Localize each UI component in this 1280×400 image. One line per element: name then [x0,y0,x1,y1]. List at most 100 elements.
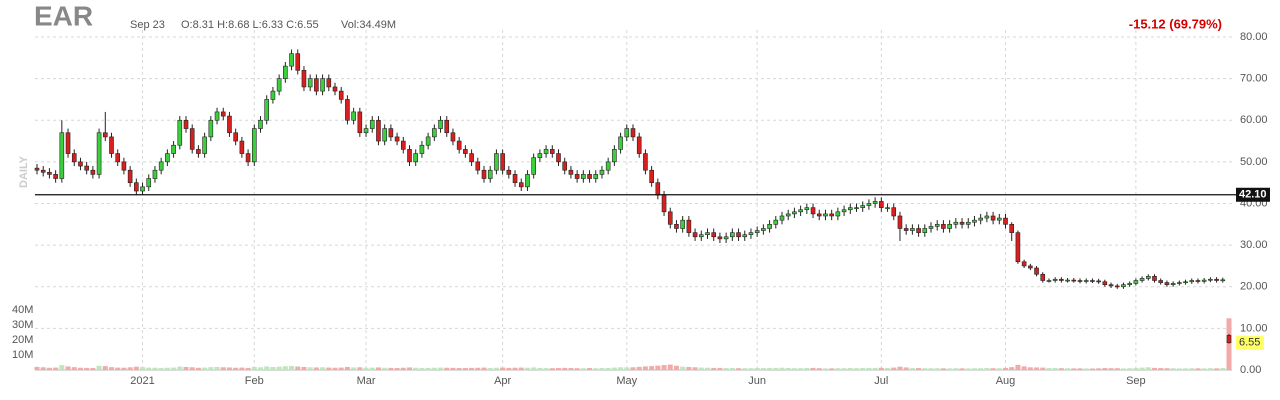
volume-tick-label: 10M [12,349,33,361]
candle-body [754,230,760,233]
volume-bar [438,367,444,370]
volume-bar [990,368,996,370]
volume-bar [599,368,605,370]
candle-body [270,90,276,100]
volume-tick-label: 40M [12,304,33,316]
candle-body [984,215,990,219]
candle-body [121,161,127,171]
y-tick-label: 20.00 [1240,281,1268,293]
volume-bar [965,368,971,370]
volume-bar [729,368,735,370]
candle-body [655,182,661,196]
candle-body [599,169,605,175]
volume-bar [1176,368,1182,370]
candle-body [146,178,152,188]
candle-body [829,213,834,217]
candle-body [115,153,121,163]
volume-bar [1077,368,1083,370]
volume-bar [642,366,648,370]
volume-bar [1214,368,1220,370]
volume-bar [779,367,785,370]
change-label: -15.12 (69.79%) [1129,16,1222,31]
candle-body [1077,280,1083,282]
candle-body [872,201,878,204]
candle-body [537,153,543,159]
candle-body [1195,280,1201,282]
candle-body [792,211,797,215]
volume-bar [531,367,537,370]
volume-bar [767,367,773,370]
candle-body [1090,280,1095,282]
volume-bar [1009,367,1015,370]
y-tick-label: 70.00 [1240,73,1268,85]
volume-bar [1201,368,1207,370]
volume-bar [810,367,816,370]
volume-bar [1065,368,1071,370]
y-tick-label: 80.00 [1240,31,1268,43]
candle-body [1121,284,1126,288]
chart-title: EAR [34,0,93,31]
candle-body [295,53,301,71]
volume-label: Vol:34.49M [341,19,396,31]
volume-bar [214,366,220,370]
volume-bar [916,368,922,370]
volume-bar [444,367,450,370]
candle-body [816,213,822,217]
volume-bar [419,367,425,370]
volume-bar [928,368,934,370]
candle-body [990,215,996,221]
volume-bar [885,367,891,370]
candle-body [264,99,270,121]
volume-bar [202,367,208,370]
volume-bar [1152,367,1157,370]
volume-bar [258,367,263,370]
candle-body [705,232,710,236]
candle-body [208,119,214,138]
candle-body [512,174,518,183]
x-tick-label: Apr [494,375,511,387]
volume-bar [841,368,847,370]
candle-body [102,132,108,138]
candle-body [804,207,810,211]
candle-body [239,140,245,154]
candle-body [1114,285,1120,288]
candle-body [823,213,828,217]
volume-tick-label: 20M [12,334,33,346]
volume-bar [549,368,555,370]
candle-body [612,149,617,163]
volume-bar [872,367,878,370]
volume-bar [1120,368,1126,370]
candle-body [1220,279,1226,282]
volume-bar [1114,368,1120,370]
candle-body [798,209,803,213]
candle-body [543,149,549,154]
candle-body [1021,261,1027,267]
y-tick-label: 0.00 [1240,364,1261,376]
candle-body [761,228,766,231]
volume-bar [65,366,71,370]
candle-body [674,224,679,229]
candle-body [692,232,698,238]
candle-body [47,171,52,175]
volume-bar [295,366,301,370]
candle-body [636,136,642,154]
volume-bar [189,367,195,370]
candle-body [84,165,89,171]
volume-bar [326,367,332,370]
volume-bar [903,367,909,370]
candle-body [134,182,139,192]
x-tick-label: Jun [748,375,766,387]
volume-bar [34,366,40,370]
volume-bar [953,368,959,370]
volume-bar [96,365,102,370]
candle-body [463,149,468,154]
candle-body [40,169,46,173]
candle-body [1170,283,1176,285]
candle-body [171,144,176,154]
candle-body [866,203,872,206]
candle-body [450,132,456,142]
y-tick-label: 60.00 [1240,114,1268,126]
candle-body [34,167,40,171]
volume-bar [562,367,568,370]
